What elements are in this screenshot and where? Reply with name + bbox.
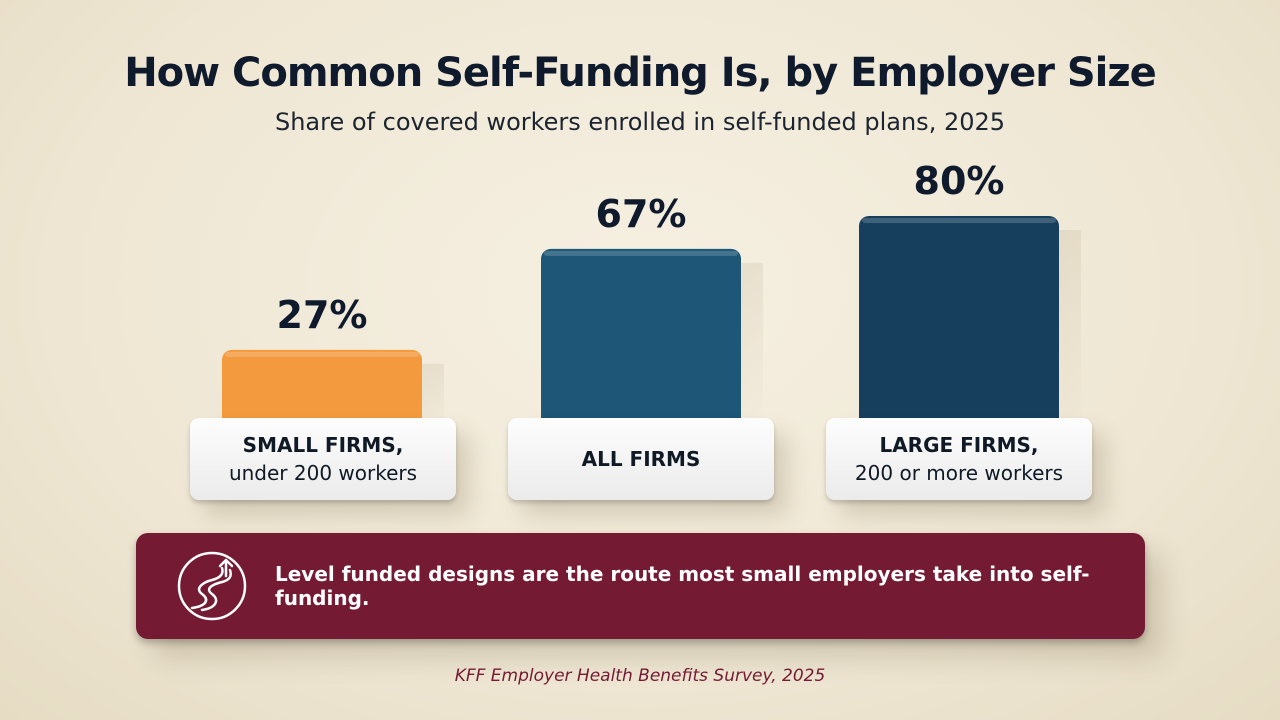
bar-large-firms	[859, 216, 1059, 428]
bar-small-firms	[222, 349, 422, 428]
category-label-small-firms: SMALL FIRMS, under 200 workers	[190, 418, 456, 500]
chart-title: How Common Self-Funding Is, by Employer …	[124, 50, 1157, 96]
category-label-line1: ALL FIRMS	[581, 447, 701, 471]
chart-subtitle: Share of covered workers enrolled in sel…	[274, 108, 1006, 136]
bar-all-firms	[541, 248, 741, 428]
bar-highlight-large-firms	[862, 218, 1056, 223]
callout-banner: Level funded designs are the route most …	[136, 533, 1145, 639]
source-note: KFF Employer Health Benefits Survey, 202…	[454, 666, 826, 686]
category-label-line2: 200 or more workers	[854, 461, 1064, 485]
bar-highlight-all-firms	[544, 250, 738, 256]
category-label-line1: SMALL FIRMS,	[242, 433, 404, 457]
value-label-small-firms: 27%	[277, 293, 368, 337]
value-label-all-firms: 67%	[596, 192, 687, 236]
value-label-large-firms: 80%	[914, 159, 1005, 203]
category-label-large-firms: LARGE FIRMS, 200 or more workers	[826, 418, 1092, 500]
bar-highlight-small-firms	[225, 351, 419, 357]
category-label-line1: LARGE FIRMS,	[879, 433, 1039, 457]
winding-road-arrow-icon	[177, 551, 247, 621]
callout-text: Level funded designs are the route most …	[275, 562, 1090, 610]
category-label-line2: under 200 workers	[228, 461, 418, 485]
category-label-all-firms: ALL FIRMS	[508, 418, 774, 500]
